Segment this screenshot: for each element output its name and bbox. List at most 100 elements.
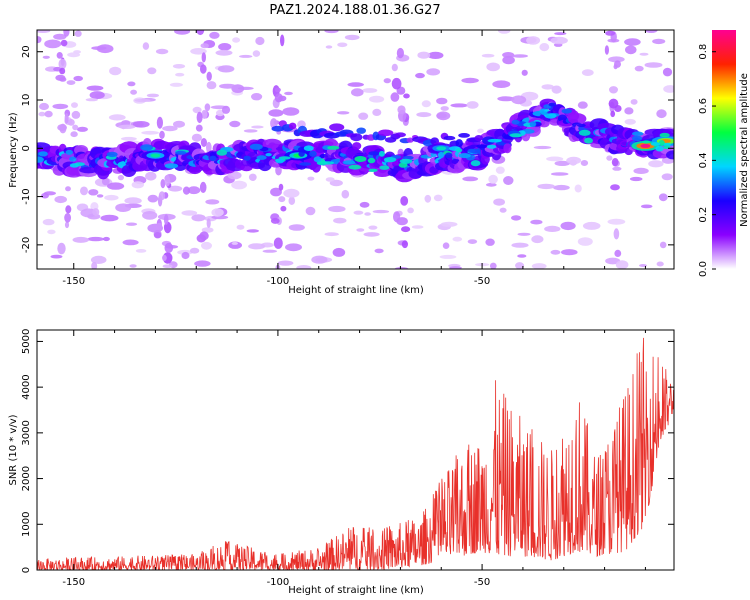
background-speckle	[517, 254, 527, 258]
background-speckle	[427, 51, 444, 60]
ridge-island	[658, 140, 665, 146]
ridge-island	[632, 131, 644, 136]
vertical-streak	[273, 237, 283, 249]
background-speckle	[209, 31, 220, 39]
vertical-streak	[59, 67, 66, 75]
vertical-streak	[60, 39, 68, 47]
snr-ytick-label: 5000	[21, 329, 32, 354]
snr-ticks: -150 -100 -50 0 1000 2000 3000 4000 5000	[21, 329, 674, 588]
background-speckle	[442, 242, 450, 249]
upper-branch	[455, 139, 463, 148]
vertical-streak	[278, 183, 284, 191]
ridge-island	[348, 164, 362, 170]
background-speckle	[502, 55, 515, 65]
background-speckle	[74, 30, 82, 37]
background-speckle	[231, 241, 238, 245]
vertical-streak	[64, 221, 70, 229]
background-speckle	[76, 126, 88, 132]
background-speckle	[489, 262, 497, 269]
background-speckle	[615, 260, 629, 269]
ridge-island	[256, 155, 267, 160]
vertical-streak	[391, 77, 402, 90]
background-speckle	[232, 37, 241, 43]
ridge-island	[275, 158, 285, 164]
background-speckle	[554, 32, 567, 36]
background-speckle	[201, 241, 212, 250]
background-speckle	[181, 210, 198, 216]
spectrogram-ytick-label: -20	[21, 237, 32, 253]
background-speckle	[162, 125, 178, 132]
spectrogram-ytick-label: 10	[21, 94, 32, 107]
vertical-streak	[196, 111, 203, 124]
vertical-streak	[393, 211, 401, 223]
ridge-island	[298, 151, 305, 157]
background-speckle	[42, 55, 50, 59]
background-speckle	[351, 88, 364, 97]
background-speckle	[278, 196, 286, 203]
background-speckle	[374, 248, 384, 254]
ridge-halo	[666, 150, 674, 160]
background-speckle	[168, 185, 183, 192]
background-speckle	[424, 194, 432, 203]
ridge-halo	[373, 169, 392, 177]
background-speckle	[288, 196, 296, 205]
ridge-island	[243, 155, 251, 161]
background-speckle	[356, 228, 365, 232]
vertical-streak	[206, 141, 212, 154]
ridge-island	[577, 123, 586, 128]
background-speckle	[325, 45, 333, 49]
vertical-streak	[397, 105, 406, 114]
vertical-streak	[396, 47, 404, 59]
background-speckle	[449, 266, 462, 269]
background-speckle	[251, 93, 263, 101]
colorbar: 0.0 0.2 0.4 0.6 0.8 Normalized spectral ampl…	[698, 30, 750, 277]
ridge-island	[164, 163, 179, 169]
background-speckle	[73, 75, 83, 82]
vertical-streak	[67, 119, 75, 126]
background-speckle	[333, 217, 347, 224]
background-speckle	[521, 69, 528, 76]
spectrogram-ylabel: Frequency (Hz)	[8, 112, 19, 188]
background-speckle	[633, 167, 649, 174]
spectrogram-xtick-label: -100	[267, 276, 290, 287]
background-speckle	[608, 56, 625, 63]
background-speckle	[67, 52, 81, 58]
background-speckle	[231, 180, 248, 190]
background-speckle	[192, 106, 202, 114]
snr-xtick-label: -50	[474, 577, 490, 588]
background-speckle	[189, 247, 200, 254]
snr-ytick-label: 4000	[21, 374, 32, 399]
background-speckle	[118, 124, 136, 129]
background-speckle	[383, 78, 391, 84]
ridge-halo	[568, 113, 587, 125]
background-speckle	[421, 100, 431, 108]
background-speckle	[277, 260, 294, 266]
vertical-streak	[58, 58, 67, 70]
background-speckle	[72, 236, 90, 243]
background-speckle	[91, 46, 107, 50]
background-speckle	[124, 197, 142, 205]
background-speckle	[191, 133, 202, 142]
ridge-halo	[538, 119, 550, 128]
vertical-streak	[59, 77, 67, 82]
background-speckle	[268, 109, 284, 117]
background-speckle	[481, 53, 495, 58]
background-speckle	[285, 243, 302, 252]
spectrogram-xtick-label: -50	[474, 276, 490, 287]
hotspot-peak	[436, 146, 447, 151]
ridge-island	[476, 144, 488, 149]
background-speckle	[324, 232, 339, 237]
vertical-streak	[611, 158, 619, 167]
background-speckle	[359, 201, 370, 208]
background-speckle	[255, 36, 265, 46]
background-speckle	[127, 81, 136, 87]
background-speckle	[499, 207, 507, 213]
vertical-streak	[613, 228, 620, 240]
spectrogram-xlabel: Height of straight line (km)	[288, 285, 424, 296]
background-speckle	[90, 255, 107, 264]
vertical-streak	[156, 116, 163, 129]
background-speckle	[72, 124, 79, 131]
background-speckle	[485, 182, 497, 187]
background-speckle	[86, 85, 104, 91]
background-speckle	[125, 222, 138, 226]
